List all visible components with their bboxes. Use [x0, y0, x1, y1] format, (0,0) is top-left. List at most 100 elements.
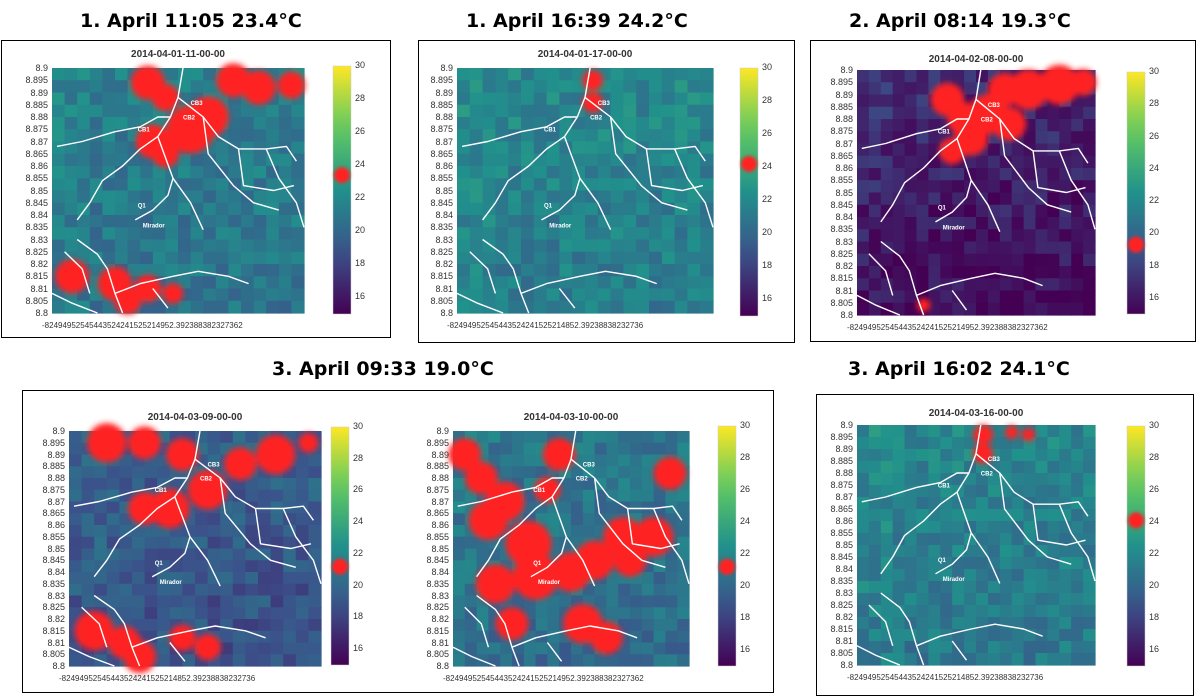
y-tick-label: 8.875: [42, 484, 65, 495]
heatmap-cell: [630, 466, 643, 479]
heatmap-cell: [232, 431, 246, 444]
heatmap-cell: [559, 68, 573, 81]
heatmap-cell: [1071, 641, 1084, 654]
heatmap-cell: [649, 92, 663, 106]
heatmap-cell: [999, 204, 1013, 218]
y-tick-label: 8.83: [835, 588, 853, 598]
heatmap-cell: [291, 178, 305, 192]
colorbar-tick-label: 20: [740, 580, 751, 590]
heatmap-cell: [916, 509, 929, 522]
heatmap-cell: [1047, 302, 1060, 316]
heatmap-cell: [606, 466, 619, 479]
colorbar-tick-label: 18: [355, 258, 366, 269]
heatmap-cell: [916, 425, 929, 438]
heatmap-cell: [987, 545, 1001, 558]
heatmap-cell: [464, 595, 478, 608]
heatmap-cell: [220, 431, 234, 444]
y-tick-label: 8.865: [830, 150, 853, 161]
heatmap-cell: [597, 239, 612, 253]
heatmap-cell: [987, 497, 1001, 510]
stream-line: [189, 536, 221, 587]
heatmap-cell: [641, 607, 655, 620]
heatmap-cell: [928, 605, 941, 618]
heatmap-cell: [964, 204, 977, 218]
stream-line: [935, 138, 972, 223]
heatmap-cell: [940, 521, 953, 534]
heatmap-cell: [1047, 449, 1060, 462]
hotspot: [973, 424, 994, 445]
heatmap-cell: [674, 264, 688, 277]
heatmap-cell: [77, 68, 91, 81]
heatmap-cell: [916, 617, 929, 630]
heatmap-cell: [987, 485, 1001, 498]
heatmap-cell: [952, 605, 965, 618]
y-tick-label: 8.815: [25, 271, 48, 282]
heatmap-cell: [228, 215, 242, 228]
heatmap-cell: [1011, 617, 1025, 630]
heatmap-cell: [987, 302, 1001, 316]
heatmap-cell: [1071, 629, 1084, 642]
y-tick-label: 8.825: [426, 602, 449, 613]
heatmap-cell: [665, 572, 678, 585]
heatmap-cell: [952, 581, 965, 594]
heatmap-cell: [1083, 155, 1096, 169]
heatmap-cell: [904, 473, 918, 486]
y-tick-label: 8.835: [25, 222, 48, 233]
heatmap-cell: [283, 595, 297, 608]
heatmap-cell: [636, 239, 650, 253]
heatmap-cell: [623, 104, 637, 118]
stream-line: [951, 290, 968, 311]
heatmap-cell: [857, 425, 870, 438]
heatmap-cell: [182, 548, 196, 561]
heatmap-cell: [952, 425, 965, 438]
heatmap-cell: [952, 302, 965, 316]
heatmap-cell: [140, 215, 154, 228]
colorbar: [1126, 71, 1146, 315]
colorbar-tick-label: 22: [1149, 548, 1160, 558]
colorbar-tick-label: 20: [355, 225, 366, 236]
heatmap-cell: [987, 581, 1001, 594]
heatmap-cell: [928, 509, 941, 522]
heatmap-cell: [928, 266, 941, 279]
stream-line: [951, 640, 968, 661]
heatmap-cell: [892, 168, 906, 181]
heatmap-cell: [677, 536, 690, 550]
heatmap-cell: [547, 513, 560, 526]
heatmap-cell: [495, 288, 509, 302]
heatmap-cell: [115, 68, 129, 81]
heatmap-cell: [559, 595, 572, 608]
heatmap-cell: [1059, 617, 1072, 630]
colorbar-tick-label: 30: [355, 60, 366, 70]
heatmap-cell: [1059, 425, 1072, 438]
heatmap-cell: [508, 92, 522, 106]
heatmap-cell: [203, 300, 217, 314]
heatmap-cell: [940, 192, 953, 206]
colorbar-tick-label: 30: [1149, 66, 1160, 76]
heatmap-cell: [295, 501, 309, 514]
heatmap-cell: [115, 227, 129, 241]
heatmap-cell: [1035, 581, 1048, 594]
y-tick-label: 8.865: [42, 508, 65, 519]
heatmap-cell: [132, 595, 146, 608]
y-tick-label: 8.875: [830, 480, 853, 490]
heatmap-cell: [928, 497, 941, 510]
heatmap-cell: [469, 215, 484, 228]
heatmap-cell: [1035, 180, 1048, 194]
heatmap-cell: [649, 80, 663, 94]
heatmap-cell: [904, 557, 918, 570]
heatmap-cell: [523, 642, 537, 655]
y-tick-label: 8.89: [835, 444, 853, 454]
heatmap-cell: [904, 461, 918, 474]
heatmap-cell: [152, 178, 166, 192]
heatmap-cell: [500, 454, 513, 467]
heatmap-cell: [241, 129, 255, 143]
heading-april3-0933: 3. April 09:33 19.0°C: [272, 358, 494, 380]
heatmap-cell: [190, 276, 204, 290]
heatmap-cell: [610, 227, 624, 241]
heatmap-cell: [597, 166, 612, 179]
heatmap-cell: [904, 593, 918, 606]
heatmap-cell: [169, 560, 183, 573]
heatmap-cell: [140, 227, 154, 241]
heatmap-cell: [1083, 497, 1096, 510]
heatmap-cell: [649, 178, 663, 192]
